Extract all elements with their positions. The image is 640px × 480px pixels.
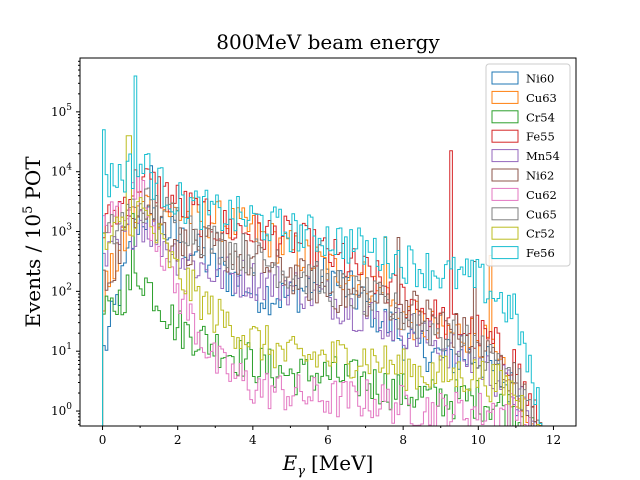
legend-label: Ni62 (526, 169, 554, 183)
y-axis: 100 101 102 103 104 105 (51, 60, 80, 425)
series-cu62-line (102, 175, 540, 426)
legend-swatch (491, 149, 519, 163)
x-axis-label-subscript: γ (297, 464, 305, 479)
legend: Ni60 Cu63 Cr54 Fe55 Mn54 Ni62 Cu62 Cu65 Cr52 Fe56 (485, 63, 571, 267)
series-cu65-line (102, 187, 532, 426)
series-cr52-line (102, 135, 540, 426)
legend-label: Mn54 (526, 149, 560, 163)
plot-area (102, 75, 543, 426)
legend-label: Cr54 (526, 110, 555, 124)
legend-label: Cu63 (526, 91, 557, 105)
legend-swatch (491, 187, 519, 201)
x-tick-label: 8 (399, 433, 407, 447)
x-tick-label: 6 (324, 433, 332, 447)
legend-swatch (491, 71, 519, 85)
legend-box (485, 63, 571, 267)
legend-swatch (491, 90, 519, 104)
x-axis-label-symbol: E (282, 451, 298, 475)
legend-label: Cu65 (526, 207, 557, 221)
legend-swatch (491, 207, 519, 221)
y-axis-label-text: Events / 10 (21, 214, 45, 328)
x-tick-label: 2 (174, 433, 182, 447)
x-tick-label: 4 (249, 433, 257, 447)
y-axis-label-suffix: POT (21, 156, 45, 200)
x-axis-label-units: [MeV] (311, 451, 373, 475)
x-tick-label: 10 (471, 433, 486, 447)
legend-label: Cr52 (526, 227, 555, 241)
legend-swatch (491, 246, 519, 260)
y-axis-label: Events / 105 POT (21, 156, 45, 328)
series-fe56-line (102, 75, 543, 426)
x-axis-label: Eγ [MeV] (282, 451, 374, 479)
y-tick-label: 101 (51, 342, 72, 358)
x-tick-label: 0 (99, 433, 107, 447)
y-axis-label-superscript: 5 (21, 206, 36, 214)
legend-label: Fe56 (526, 246, 555, 260)
y-tick-label: 104 (51, 163, 72, 179)
y-tick-label: 103 (51, 223, 72, 239)
legend-swatch (491, 226, 519, 240)
y-tick-label: 102 (51, 282, 72, 298)
legend-swatch (491, 168, 519, 182)
y-tick-label: 100 (51, 402, 72, 418)
chart-title: 800MeV beam energy (216, 30, 440, 54)
x-tick-label: 12 (546, 433, 561, 447)
legend-label: Cu62 (526, 188, 557, 202)
y-tick-label: 105 (51, 103, 72, 119)
legend-swatch (491, 110, 519, 124)
legend-label: Fe55 (526, 130, 555, 144)
x-axis: 0 2 4 6 8 10 12 (99, 426, 561, 447)
legend-swatch (491, 129, 519, 143)
legend-label: Ni60 (526, 72, 554, 86)
